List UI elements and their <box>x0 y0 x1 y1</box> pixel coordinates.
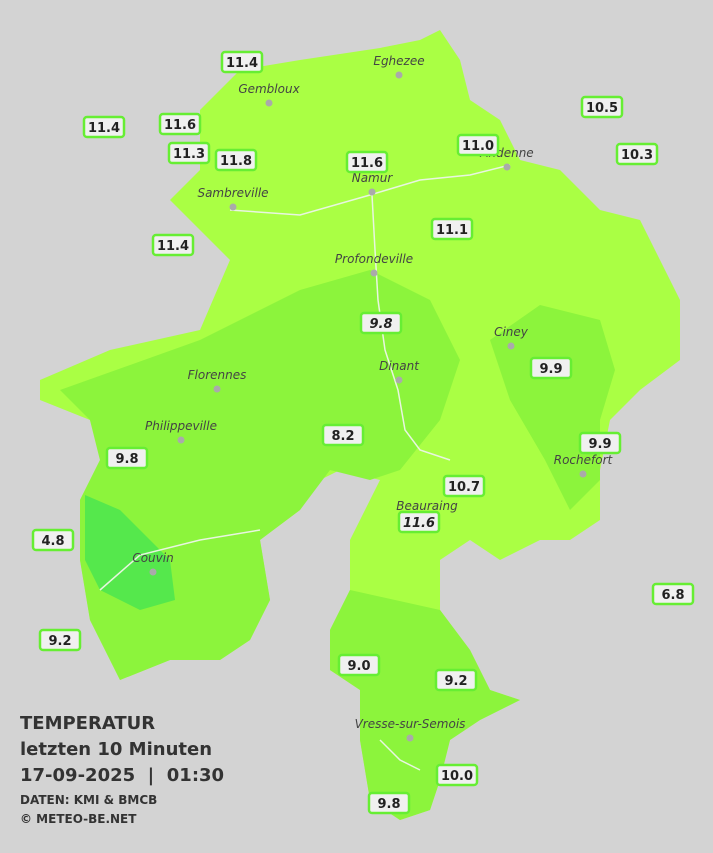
station-value: 10.7 <box>448 480 480 495</box>
city-dot <box>579 470 587 478</box>
station-box <box>651 582 695 606</box>
station-value: 9.8 <box>115 452 138 467</box>
city-dot <box>395 71 403 79</box>
city-dot <box>406 734 414 742</box>
station-value: 8.2 <box>331 429 354 444</box>
station-value: 9.8 <box>377 797 400 812</box>
city-dot <box>213 385 221 393</box>
cold-zone <box>85 495 175 610</box>
city-label: Sambreville <box>197 186 268 200</box>
station-value: 9.9 <box>588 437 611 452</box>
station-box <box>359 311 403 335</box>
station-value: 9.8 <box>369 317 392 332</box>
city-label: Philippeville <box>145 419 217 433</box>
station-box <box>456 133 500 157</box>
city-label: Beauraing <box>396 499 458 513</box>
city-dot <box>503 163 511 171</box>
city-label: Namur <box>352 171 394 185</box>
city-label: Dinant <box>379 359 420 373</box>
station-value: 9.2 <box>48 634 71 649</box>
station-box <box>214 148 258 172</box>
station-box <box>105 446 149 470</box>
station-box <box>158 112 202 136</box>
station-value: 11.4 <box>88 121 120 136</box>
station-box <box>435 763 479 787</box>
legend-timestamp: 17-09-2025 | 01:30 <box>20 765 224 786</box>
station-box <box>151 233 195 257</box>
station-box <box>615 142 659 166</box>
city-label: Florennes <box>188 368 247 382</box>
city-label: Profondeville <box>335 252 413 266</box>
station-value: 10.3 <box>621 148 653 163</box>
station-box <box>529 356 573 380</box>
river <box>99 164 511 771</box>
station-box <box>442 474 486 498</box>
station-box <box>321 423 365 447</box>
city-dot <box>149 568 157 576</box>
station-value: 11.6 <box>164 118 196 133</box>
station-box <box>167 141 211 165</box>
station-value: 9.9 <box>539 362 562 377</box>
station-box <box>578 431 622 455</box>
station-box <box>38 628 82 652</box>
city-dot <box>229 203 237 211</box>
legend-subtitle: letzten 10 Minuten <box>20 739 212 760</box>
city-dot <box>368 188 376 196</box>
station-value: 9.0 <box>347 659 370 674</box>
legend-source: DATEN: KMI & BMCB <box>20 793 157 807</box>
station-value: 11.3 <box>173 147 205 162</box>
station-box <box>434 668 478 692</box>
cool-zone <box>490 305 615 510</box>
legend-title: TEMPERATUR <box>20 713 155 734</box>
station-box <box>580 95 624 119</box>
station-value: 10.5 <box>586 101 618 116</box>
station-value: 11.6 <box>351 156 383 171</box>
city-label: Eghezee <box>373 54 424 68</box>
station-value: 4.8 <box>41 534 64 549</box>
station-value: 6.8 <box>661 588 684 603</box>
station-value: 11.8 <box>220 154 252 169</box>
station-box <box>82 115 126 139</box>
station-box <box>430 217 474 241</box>
legend-copyright: © METEO-BE.NET <box>20 812 137 826</box>
station-value: 11.0 <box>462 139 494 154</box>
labels: TEMPERATUR letzten 10 Minuten 17-09-2025… <box>20 50 695 826</box>
city-dot <box>370 269 378 277</box>
station-value: 11.4 <box>226 56 258 71</box>
city-dot <box>177 436 185 444</box>
station-box <box>220 50 264 74</box>
station-box <box>337 653 381 677</box>
station-value: 9.2 <box>444 674 467 689</box>
city-label: Couvin <box>132 551 173 565</box>
station-box <box>345 150 389 174</box>
station-value: 10.0 <box>441 769 473 784</box>
station-box <box>367 791 411 815</box>
cool-zone <box>330 590 520 820</box>
city-dot <box>265 99 273 107</box>
city-dot <box>395 376 403 384</box>
station-value: 11.6 <box>403 516 435 531</box>
station-box <box>31 528 75 552</box>
city-dot <box>507 342 515 350</box>
city-label: Gembloux <box>238 82 300 96</box>
station-box <box>397 510 441 534</box>
city-label: Vresse-sur-Semois <box>355 717 466 731</box>
city-label: Rochefort <box>554 453 614 467</box>
city-label: Ciney <box>494 325 529 339</box>
station-value: 11.1 <box>436 223 468 238</box>
station-value: 11.4 <box>157 239 189 254</box>
